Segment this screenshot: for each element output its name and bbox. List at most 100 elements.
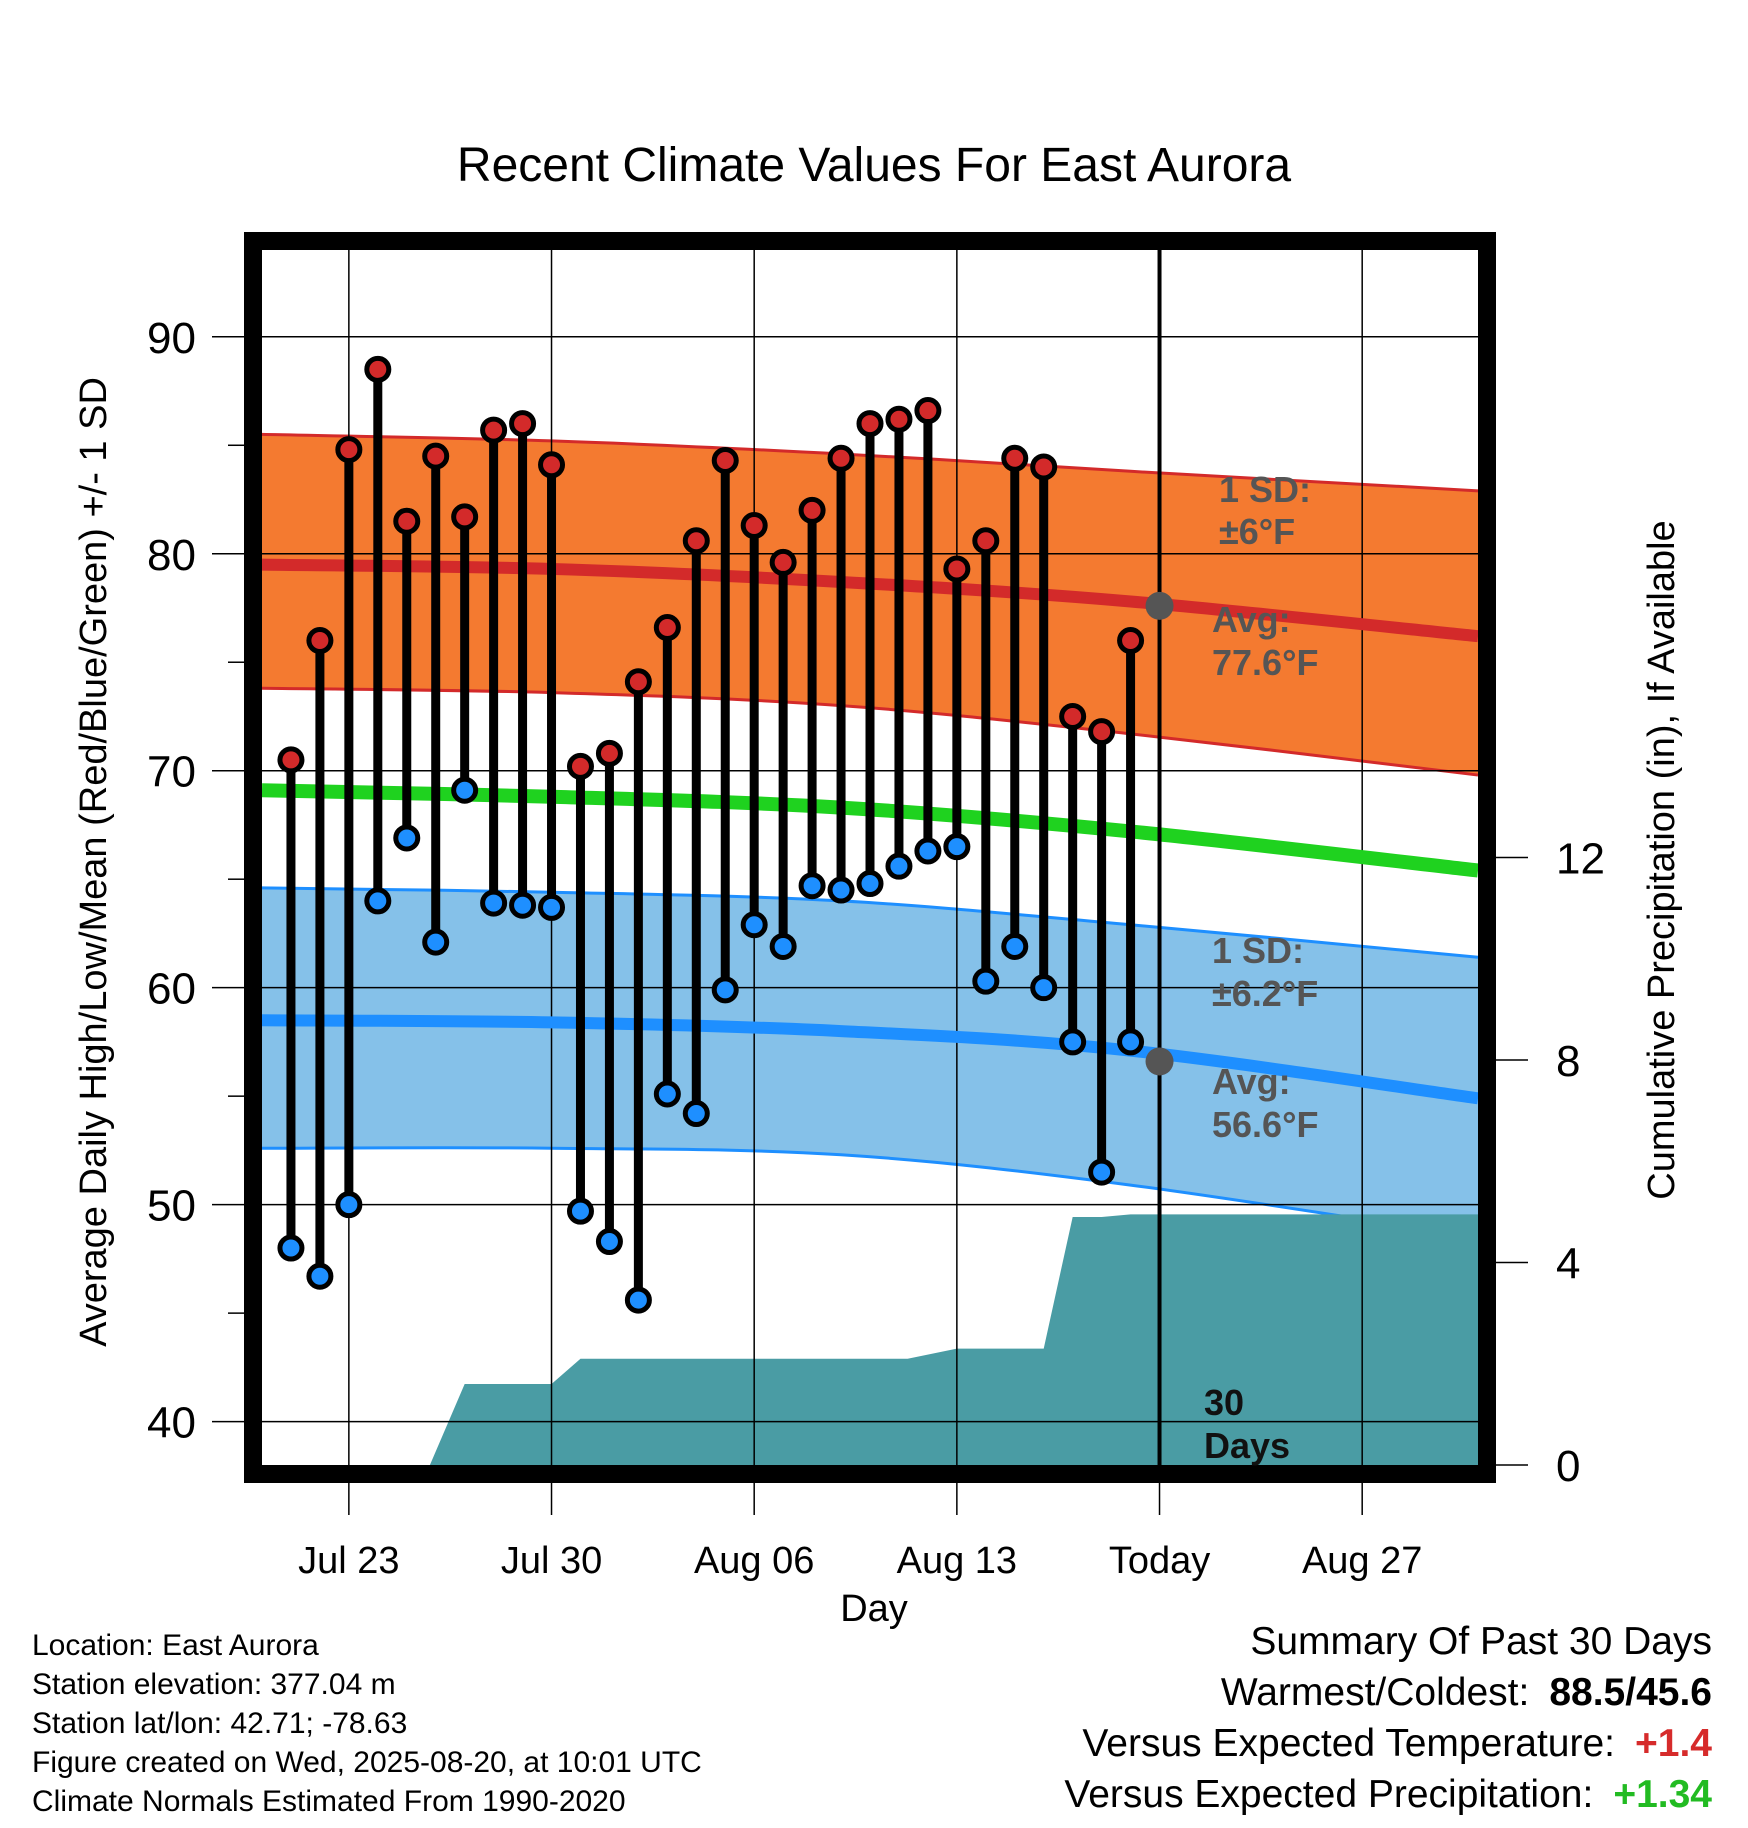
high-point (711, 446, 739, 474)
low-point (1059, 1028, 1087, 1056)
high-point (509, 410, 537, 438)
today-high-avg-marker (1145, 591, 1174, 620)
precipitation-area (429, 1214, 1478, 1465)
low-point (393, 824, 421, 852)
y2-tick-label: 12 (1556, 835, 1605, 884)
y-tick-label: 40 (147, 1399, 196, 1448)
period-label: 30 Days (1204, 1382, 1290, 1466)
high-avg-value: 77.6°F (1212, 642, 1318, 683)
low-sd-label: 1 SD: (1212, 930, 1304, 971)
axes: 40 50 60 70 80 90 0 4 8 12 Jul 23 Jul 30 Aug 06 Aug 1… (73, 314, 1683, 1582)
high-point (943, 555, 971, 583)
high-point (1117, 627, 1145, 655)
high-point (364, 355, 392, 383)
low-avg-label: Avg: (1212, 1061, 1291, 1102)
high-point (769, 548, 797, 576)
today-low-avg-marker (1145, 1047, 1174, 1076)
x-tick-label: Aug 13 (897, 1540, 1017, 1582)
high-point (277, 746, 305, 774)
high-point (451, 503, 479, 531)
y2-tick-label: 8 (1556, 1037, 1580, 1086)
normals-text: Climate Normals Estimated From 1990-2020 (32, 1785, 626, 1818)
low-point (943, 833, 971, 861)
low-point (364, 887, 392, 915)
high-point (827, 444, 855, 472)
chart-title: Recent Climate Values For East Aurora (456, 139, 1292, 192)
y-tick-label: 90 (147, 314, 196, 363)
precip-anomaly-value: +1.34 (1613, 1773, 1712, 1816)
high-point (480, 416, 508, 444)
high-point (682, 527, 710, 555)
x-tick-label: Jul 30 (501, 1540, 602, 1582)
warm-cold-row: Warmest/Coldest: 88.5/45.6 (1064, 1667, 1712, 1718)
low-point (711, 976, 739, 1004)
high-point (1088, 718, 1116, 746)
low-point (1088, 1158, 1116, 1186)
low-point (306, 1262, 334, 1290)
high-point (885, 405, 913, 433)
low-point (624, 1286, 652, 1314)
high-point (422, 442, 450, 470)
low-band-lower-edge (261, 1146, 1479, 1239)
y2-tick-label: 4 (1556, 1240, 1580, 1289)
low-avg-value: 56.6°F (1212, 1104, 1318, 1145)
y-tick-label: 50 (147, 1182, 196, 1231)
low-point (885, 852, 913, 880)
x-tick-label: Today (1109, 1540, 1210, 1582)
high-point (972, 527, 1000, 555)
high-point (595, 739, 623, 767)
low-point (740, 911, 768, 939)
summary-panel: Summary Of Past 30 Days Warmest/Coldest:… (1064, 1616, 1712, 1820)
low-point (856, 870, 884, 898)
high-point (306, 627, 334, 655)
high-point (335, 436, 363, 464)
created-text: Figure created on Wed, 2025-08-20, at 10… (32, 1746, 702, 1779)
y2-axis-label: Cumulative Precipitation (in), If Availa… (1641, 520, 1683, 1199)
low-point (509, 891, 537, 919)
low-point (1001, 932, 1029, 960)
high-sd-label: 1 SD: (1219, 469, 1311, 510)
high-point (393, 507, 421, 535)
x-tick-label: Aug 06 (694, 1540, 814, 1582)
y-tick-label: 80 (147, 531, 196, 580)
low-point (335, 1191, 363, 1219)
location-text: Location: East Aurora (32, 1629, 319, 1662)
x-tick-label: Aug 27 (1302, 1540, 1422, 1582)
low-point (538, 893, 566, 921)
station-info: Location: East Aurora Station elevation:… (32, 1626, 702, 1821)
x-axis-label: Day (840, 1588, 908, 1630)
low-point (972, 967, 1000, 995)
low-point (769, 932, 797, 960)
y-tick-label: 60 (147, 965, 196, 1014)
low-point (914, 837, 942, 865)
high-sd-value: ±6°F (1219, 511, 1295, 552)
low-point (1030, 974, 1058, 1002)
precip-anomaly-row: Versus Expected Precipitation: +1.34 (1064, 1769, 1712, 1820)
high-point (624, 668, 652, 696)
temp-anomaly-value: +1.4 (1635, 1722, 1712, 1765)
low-point (451, 776, 479, 804)
low-sd-band (262, 887, 1478, 1238)
precip-cumulative-area (429, 1214, 1478, 1465)
latlon-text: Station lat/lon: 42.71; -78.63 (32, 1707, 408, 1740)
high-avg-label: Avg: (1212, 599, 1291, 640)
low-avg-line (261, 1014, 1479, 1105)
y-axis-label: Average Daily High/Low/Mean (Red/Blue/Gr… (73, 377, 115, 1347)
high-point (914, 397, 942, 425)
x-tick-label: Jul 23 (298, 1540, 399, 1582)
high-point (856, 410, 884, 438)
temp-anomaly-label: Versus Expected Temperature: (1082, 1722, 1615, 1765)
low-point (595, 1228, 623, 1256)
low-point (277, 1234, 305, 1262)
low-point (798, 872, 826, 900)
y2-tick-label: 0 (1556, 1442, 1580, 1491)
high-point (538, 451, 566, 479)
high-point (566, 752, 594, 780)
summary-heading: Summary Of Past 30 Days (1250, 1620, 1712, 1663)
high-point (740, 512, 768, 540)
high-point (1001, 444, 1029, 472)
plot-frame (244, 232, 1496, 1483)
high-point (1030, 453, 1058, 481)
high-point (1059, 702, 1087, 730)
